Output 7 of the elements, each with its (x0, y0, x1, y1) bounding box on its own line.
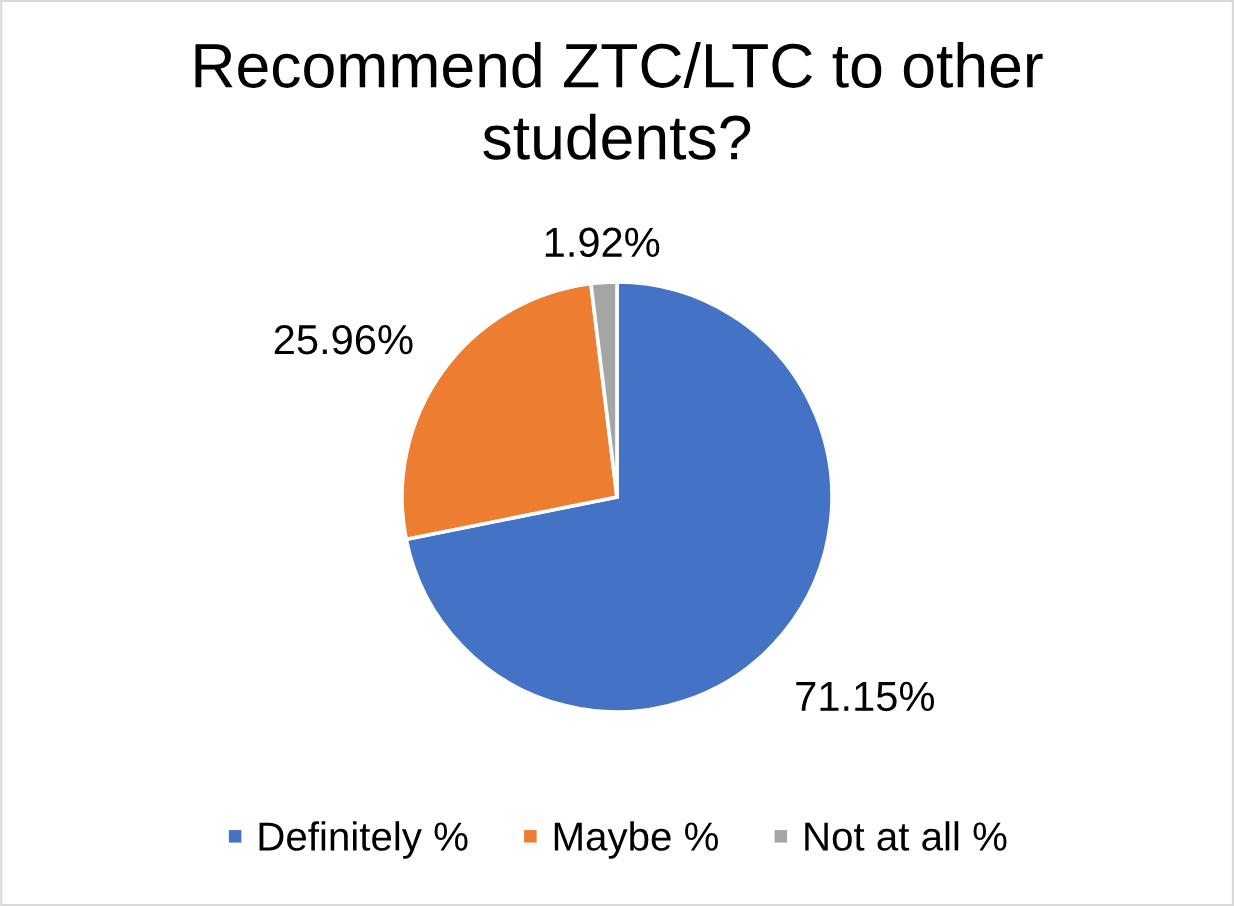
data-label: 71.15% (796, 681, 934, 712)
legend-label: Definitely % (259, 821, 468, 859)
legend-label: Not at all % (805, 821, 1007, 851)
legend-label: Maybe % (554, 821, 718, 859)
data-label: 1.92% (545, 227, 660, 258)
data-label: 25.96% (274, 324, 413, 355)
chart-title: Recommend ZTC/LTC to other students? (195, 42, 1043, 160)
